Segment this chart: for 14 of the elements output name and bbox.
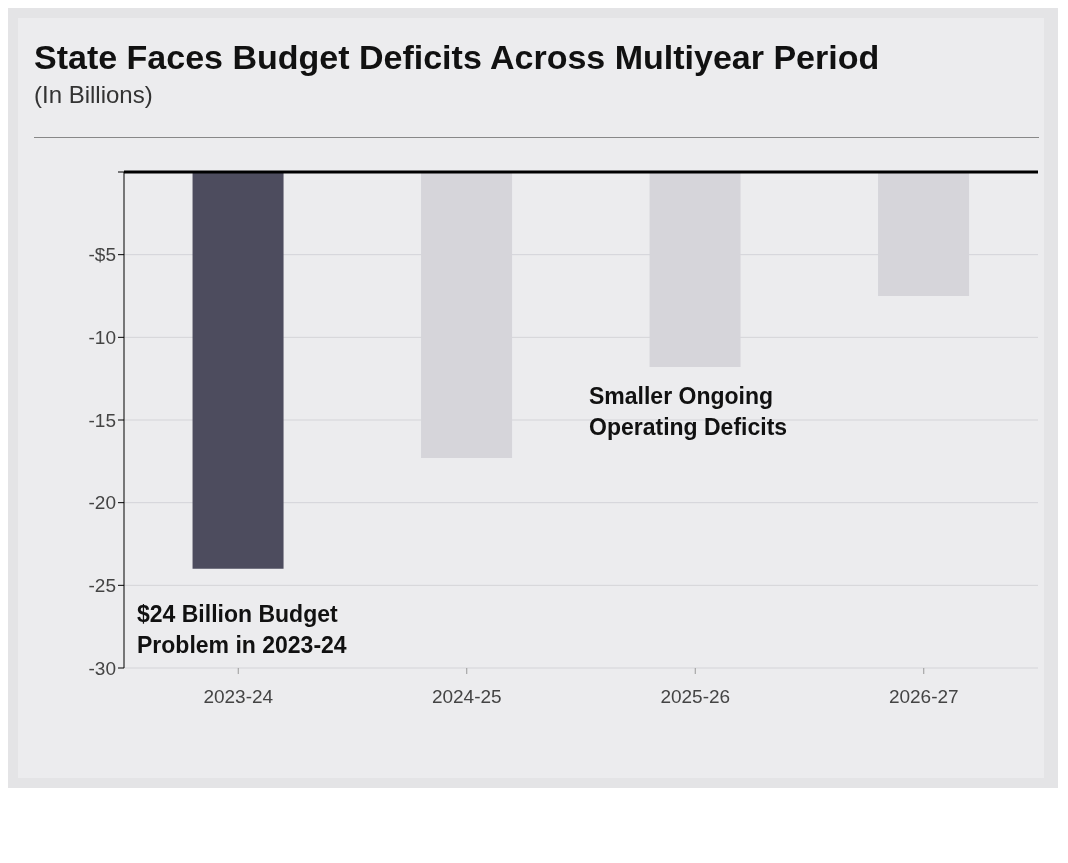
x-tick-label: 2023-24 bbox=[203, 686, 274, 708]
annotation: $24 Billion Budget Problem in 2023-24 bbox=[137, 600, 348, 660]
x-tick-label: 2024-25 bbox=[431, 686, 502, 708]
y-tick-label: -10 bbox=[88, 327, 116, 349]
y-tick-label: -20 bbox=[88, 492, 116, 514]
y-tick-label: -15 bbox=[88, 409, 116, 431]
chart-subtitle: (In Billions) bbox=[34, 81, 154, 109]
annotation: Smaller Ongoing Operating Deficits bbox=[589, 382, 789, 442]
x-tick-label: 2026-27 bbox=[888, 686, 959, 708]
y-tick-label: -25 bbox=[88, 575, 116, 597]
y-tick-label: -$5 bbox=[88, 244, 116, 266]
y-tick-label: -30 bbox=[88, 657, 116, 679]
chart-title: State Faces Budget Deficits Across Multiyear Period bbox=[34, 38, 881, 77]
x-tick-label: 2025-26 bbox=[660, 686, 731, 708]
